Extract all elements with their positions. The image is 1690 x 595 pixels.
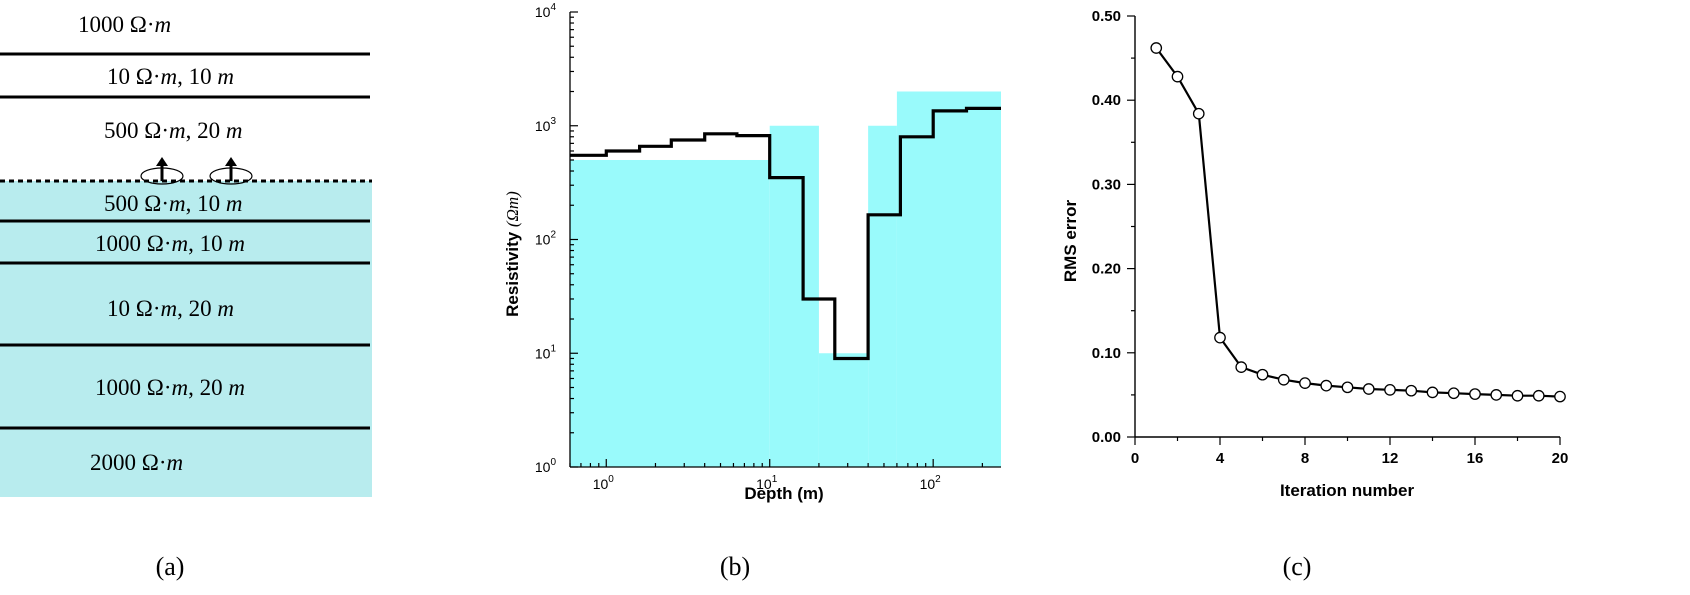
rms-point (1235, 361, 1248, 373)
x-tick-label: 4 (1216, 450, 1225, 467)
rms-point (1447, 387, 1460, 400)
rms-point (1256, 368, 1269, 381)
true-model-bar (818, 353, 869, 467)
x-tick-label: 8 (1301, 450, 1309, 467)
x-tick-label: 20 (1552, 450, 1569, 467)
y-axis-title: Resistivity (Ωm) (503, 191, 522, 317)
x-tick-label: 0 (1131, 450, 1139, 467)
shaded-region (0, 181, 372, 497)
rms-point (1320, 379, 1333, 392)
y-tick-label: 103 (535, 116, 557, 134)
y-axis-title: RMS error (1061, 200, 1080, 283)
rms-point (1469, 388, 1481, 400)
layer-label: 500 Ω·m, 20 m (104, 118, 243, 143)
rms-point (1150, 42, 1163, 54)
rms-point (1490, 389, 1503, 401)
true-model-bar (570, 159, 770, 467)
rms-point (1214, 331, 1226, 344)
layer-model-panel: 1000 Ω·m 10 Ω·m, 10 m 500 Ω·m, 20 m 500 … (0, 12, 372, 581)
rms-point (1362, 383, 1375, 395)
true-model-bar (896, 91, 1001, 467)
inverted-model-line (570, 106, 1001, 361)
rms-chart-panel: 0.00 0.10 0.20 0.30 0.40 0.50 0 4 8 12 16 20 Iterat… (1061, 8, 1568, 581)
axes (569, 11, 1001, 468)
rms-point (1405, 384, 1418, 397)
y-tick-label: 101 (535, 343, 557, 361)
rms-point (1511, 389, 1524, 402)
true-model-fill (570, 91, 1001, 467)
true-model-bar (868, 125, 897, 467)
panel-caption: (a) (156, 552, 185, 581)
x-axis-title: Iteration number (1280, 481, 1415, 500)
axes (1127, 15, 1561, 445)
y-tick-label: 104 (535, 2, 557, 20)
rms-point (1299, 377, 1311, 389)
x-tick-label: 102 (920, 474, 942, 492)
resistivity-chart-panel: 100 101 102 103 104 100 101 102 Depth (m) Resis… (503, 2, 1001, 581)
x-tick-label: 100 (593, 474, 615, 492)
true-model-bar (769, 125, 819, 467)
layer-label: 10 Ω·m, 10 m (107, 64, 234, 89)
rms-line (1155, 47, 1561, 398)
tick-labels: 0.00 0.10 0.20 0.30 0.40 0.50 0 4 8 12 16 20 (1092, 8, 1569, 467)
layer-label: 2000 Ω·m (90, 450, 183, 475)
layer-label: 1000 Ω·m, 20 m (95, 375, 245, 400)
panel-caption: (c) (1283, 552, 1312, 581)
dipole-source-icon (209, 157, 253, 185)
layer-label: 10 Ω·m, 20 m (107, 296, 234, 321)
y-tick-label: 0.40 (1092, 92, 1121, 109)
x-tick-label: 101 (756, 474, 778, 492)
y-tick-label: 0.20 (1092, 261, 1121, 278)
panel-caption: (b) (720, 552, 750, 581)
rms-point (1532, 389, 1545, 402)
y-tick-label: 0.10 (1092, 345, 1121, 362)
x-axis-title: Depth (m) (744, 484, 823, 503)
rms-series (1150, 42, 1566, 403)
y-tick-label: 0.30 (1092, 176, 1121, 193)
x-tick-label: 16 (1467, 450, 1484, 467)
tick-labels: 100 101 102 103 104 100 101 102 (535, 2, 941, 492)
rms-point (1554, 390, 1566, 403)
inverted-model-steps (570, 106, 1001, 361)
rms-point (1426, 386, 1439, 399)
y-tick-label: 0.00 (1092, 429, 1121, 446)
rms-point (1171, 70, 1184, 83)
y-tick-label: 102 (535, 230, 557, 248)
y-tick-label: 100 (535, 457, 557, 475)
rms-point (1341, 381, 1354, 394)
layer-label: 500 Ω·m, 10 m (104, 191, 243, 216)
dipole-source-icon (140, 157, 184, 185)
x-tick-label: 12 (1382, 450, 1399, 467)
y-tick-label: 0.50 (1092, 8, 1121, 25)
rms-point (1192, 107, 1205, 120)
layer-label: 1000 Ω·m (78, 12, 171, 37)
rms-point (1384, 383, 1396, 396)
rms-point (1277, 373, 1290, 386)
layer-label: 1000 Ω·m, 10 m (95, 231, 245, 256)
